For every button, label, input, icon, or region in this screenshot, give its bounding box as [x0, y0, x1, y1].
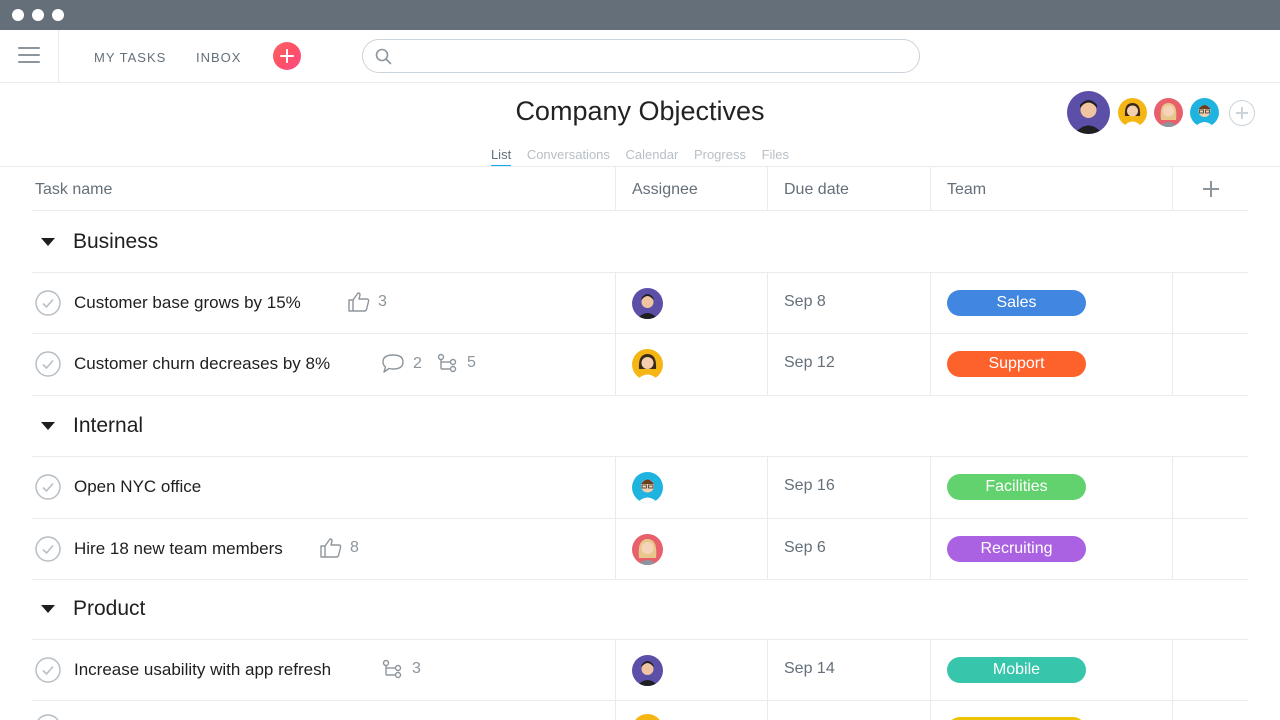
- window-close-dot[interactable]: [12, 9, 24, 21]
- assignee-avatar[interactable]: [632, 534, 663, 565]
- team-tag[interactable]: Support: [947, 351, 1086, 377]
- subtasks-label: 3: [412, 660, 421, 677]
- task-row[interactable]: Increase usability with app refresh 3 Se…: [32, 640, 1248, 701]
- add-member-button[interactable]: [1229, 100, 1255, 126]
- team-tag[interactable]: Facilities: [947, 474, 1086, 500]
- team-tag[interactable]: [947, 717, 1086, 720]
- likes-label: 3: [378, 293, 387, 310]
- assignee-avatar[interactable]: [632, 655, 663, 686]
- task-name[interactable]: Open NYC office: [74, 477, 202, 496]
- task-row[interactable]: Customer base grows by 15% 3 Sep 8 Sales: [32, 273, 1248, 334]
- caret-down-icon[interactable]: [41, 605, 55, 613]
- search-input[interactable]: [403, 46, 903, 66]
- column-header-due-date[interactable]: Due date: [784, 181, 849, 198]
- window-maximize-dot[interactable]: [52, 9, 64, 21]
- task-row[interactable]: Hire 18 new team members 8 Sep 6 Recruit…: [32, 519, 1248, 580]
- search-icon: [375, 48, 392, 65]
- tab-conversations[interactable]: Conversations: [526, 147, 610, 162]
- top-bar: MY TASKS INBOX: [0, 30, 1280, 83]
- team-tag[interactable]: Sales: [947, 290, 1086, 316]
- section-header-product[interactable]: Product: [32, 580, 1248, 640]
- caret-down-icon[interactable]: [41, 422, 55, 430]
- person-icon: [1159, 103, 1178, 127]
- due-date[interactable]: Sep 12: [784, 354, 835, 371]
- person-icon: [637, 539, 658, 565]
- comments-count[interactable]: 2: [381, 353, 422, 374]
- window-minimize-dot[interactable]: [32, 9, 44, 21]
- section-title: Internal: [73, 414, 144, 437]
- subtasks-count[interactable]: 3: [382, 659, 421, 679]
- complete-check-icon[interactable]: [35, 290, 61, 316]
- person-icon: [637, 661, 658, 686]
- header-divider: [0, 166, 1280, 167]
- window-titlebar: [0, 0, 1280, 30]
- task-name[interactable]: Hire 18 new team members: [74, 539, 283, 558]
- section-header-internal[interactable]: Internal: [32, 396, 1248, 457]
- comments-label: 2: [413, 354, 422, 372]
- assignee-avatar[interactable]: [632, 288, 663, 319]
- nav-my-tasks[interactable]: MY TASKS: [94, 50, 167, 65]
- complete-check-icon[interactable]: [35, 657, 61, 683]
- task-name[interactable]: Customer churn decreases by 8%: [74, 354, 331, 373]
- person-icon: [637, 354, 658, 380]
- assignee-avatar[interactable]: [632, 472, 663, 503]
- task-name[interactable]: Customer base grows by 15%: [74, 293, 301, 312]
- subtasks-label: 5: [467, 354, 476, 371]
- subtask-icon: [437, 353, 457, 373]
- task-row[interactable]: Open NYC office Sep 16 Facilities: [32, 457, 1248, 519]
- task-row[interactable]: [32, 701, 1248, 720]
- likes-count[interactable]: 3: [348, 292, 387, 312]
- due-date[interactable]: Sep 16: [784, 477, 835, 494]
- tab-files[interactable]: Files: [761, 147, 790, 162]
- person-icon: [1123, 103, 1142, 127]
- likes-count[interactable]: 8: [320, 538, 359, 558]
- due-date[interactable]: Sep 6: [784, 539, 826, 556]
- complete-check-icon[interactable]: [35, 351, 61, 377]
- member-avatar[interactable]: [1118, 98, 1147, 127]
- task-name[interactable]: Increase usability with app refresh: [74, 660, 332, 679]
- column-header-team[interactable]: Team: [947, 181, 987, 198]
- member-avatar[interactable]: [1190, 98, 1219, 127]
- due-date[interactable]: Sep 14: [784, 660, 835, 677]
- thumbs-up-icon: [320, 538, 342, 558]
- nav-inbox[interactable]: INBOX: [196, 50, 242, 65]
- subtasks-count[interactable]: 5: [437, 353, 476, 373]
- tab-calendar[interactable]: Calendar: [625, 147, 679, 162]
- tab-progress[interactable]: Progress: [693, 147, 746, 162]
- section-title: Business: [73, 230, 159, 253]
- search-bar[interactable]: [362, 39, 920, 73]
- person-icon: [1195, 105, 1214, 127]
- add-column-icon[interactable]: [1202, 180, 1220, 198]
- team-tag[interactable]: Mobile: [947, 657, 1086, 683]
- assignee-avatar[interactable]: [632, 349, 663, 380]
- team-tag[interactable]: Recruiting: [947, 536, 1086, 562]
- due-date[interactable]: Sep 8: [784, 293, 826, 310]
- project-tabs: List Conversations Calendar Progress Fil…: [0, 147, 1280, 167]
- subtask-icon: [382, 659, 402, 679]
- comment-icon: [382, 354, 404, 373]
- section-title: Product: [73, 597, 146, 620]
- quick-add-button[interactable]: [273, 42, 301, 70]
- assignee-avatar[interactable]: [632, 714, 663, 720]
- tab-list[interactable]: List: [490, 147, 512, 167]
- section-header-business[interactable]: Business: [32, 211, 1248, 273]
- thumbs-up-icon: [348, 292, 370, 312]
- complete-check-icon[interactable]: [35, 474, 61, 500]
- person-icon: [637, 479, 658, 503]
- member-avatar[interactable]: [1154, 98, 1183, 127]
- person-icon: [637, 294, 658, 319]
- task-row[interactable]: Customer churn decreases by 8% 2 5: [32, 334, 1248, 396]
- complete-check-icon[interactable]: [35, 714, 61, 720]
- menu-icon[interactable]: [0, 30, 59, 82]
- project-title: Company Objectives: [515, 96, 765, 126]
- column-header-assignee[interactable]: Assignee: [632, 181, 698, 198]
- column-header-row: Task name Assignee Due date Team: [32, 167, 1248, 211]
- likes-label: 8: [350, 539, 359, 556]
- complete-check-icon[interactable]: [35, 536, 61, 562]
- column-header-task-name[interactable]: Task name: [35, 181, 113, 198]
- member-avatar[interactable]: [1067, 91, 1110, 134]
- caret-down-icon[interactable]: [41, 238, 55, 246]
- person-icon: [1074, 100, 1103, 134]
